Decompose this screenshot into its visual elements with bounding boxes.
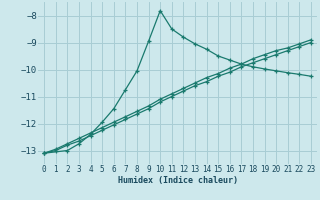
X-axis label: Humidex (Indice chaleur): Humidex (Indice chaleur): [118, 176, 238, 185]
